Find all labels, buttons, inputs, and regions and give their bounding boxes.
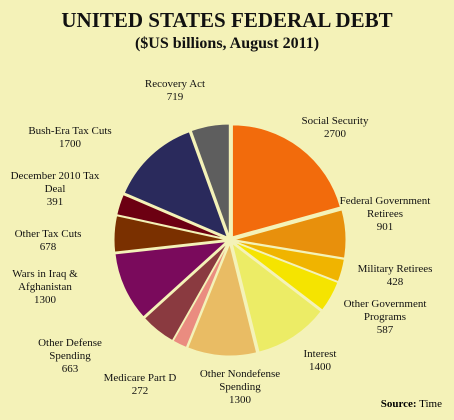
value-label: 678: [39, 241, 57, 253]
slice-label: Social Security 2700: [283, 115, 387, 141]
slice-label: Recovery Act 719: [123, 78, 227, 104]
value-label: 1300: [229, 394, 251, 406]
category-label: Military Retirees: [357, 263, 433, 275]
pie-slice: [187, 242, 258, 357]
category-label: Other Tax Cuts: [14, 228, 82, 240]
value-label: 1700: [59, 138, 81, 150]
slice-label: Federal Government Retirees 901: [333, 195, 437, 234]
source: Source: Time: [381, 398, 442, 410]
value-label: 428: [386, 276, 404, 288]
pie-slice: [116, 193, 227, 240]
value-label: 272: [131, 385, 149, 397]
value-label: 391: [46, 196, 64, 208]
value-label: 901: [376, 221, 394, 233]
value-label: 1300: [34, 294, 56, 306]
pie-slice: [190, 123, 230, 237]
pie-slice: [123, 131, 229, 239]
slice-label: Other Nondefense Spending 1300: [188, 368, 292, 407]
value-label: 663: [61, 363, 79, 375]
value-label: 587: [376, 324, 394, 336]
pie-slice: [231, 242, 322, 353]
pie-slice: [172, 243, 229, 349]
category-label: Social Security: [301, 115, 369, 127]
category-label: Federal Government Retirees: [339, 195, 431, 220]
category-label: December 2010 Tax Deal: [10, 170, 100, 195]
pie-slice: [143, 242, 228, 342]
source-text: Time: [419, 398, 442, 410]
pie-slice: [231, 124, 341, 238]
source-label: Source:: [380, 398, 417, 410]
slice-label: Wars in Iraq & Afghanistan 1300: [0, 268, 97, 307]
slice-label: Medicare Part D 272: [88, 372, 192, 398]
pie-slice: [233, 240, 345, 283]
category-label: Medicare Part D: [103, 372, 177, 384]
slice-label: Bush-Era Tax Cuts 1700: [18, 125, 122, 151]
chart-title: UNITED STATES FEDERAL DEBT: [61, 8, 393, 32]
pie-slice: [233, 209, 347, 259]
slice-label: Military Retirees 428: [343, 263, 447, 289]
slice-label: Other Tax Cuts 678: [0, 228, 100, 254]
pie-slice: [113, 215, 227, 253]
pie-slice: [114, 240, 228, 318]
category-label: Interest: [303, 348, 337, 360]
category-label: Other Defense Spending: [38, 337, 102, 362]
slice-label: Interest 1400: [268, 348, 372, 374]
chart-subtitle: ($US billions, August 2011): [134, 35, 320, 52]
category-label: Recovery Act: [144, 78, 206, 90]
category-label: Other Nondefense Spending: [199, 368, 281, 393]
value-label: 1400: [309, 361, 331, 373]
slice-label: Other Government Programs 587: [333, 298, 437, 337]
pie-slice: [233, 241, 339, 311]
slice-label: Other Defense Spending 663: [18, 337, 122, 376]
slice-label: December 2010 Tax Deal 391: [3, 170, 107, 209]
category-label: Bush-Era Tax Cuts: [28, 125, 112, 137]
category-label: Other Government Programs: [343, 298, 427, 323]
value-label: 2700: [324, 128, 346, 140]
category-label: Wars in Iraq & Afghanistan: [12, 268, 78, 293]
value-label: 719: [166, 91, 184, 103]
